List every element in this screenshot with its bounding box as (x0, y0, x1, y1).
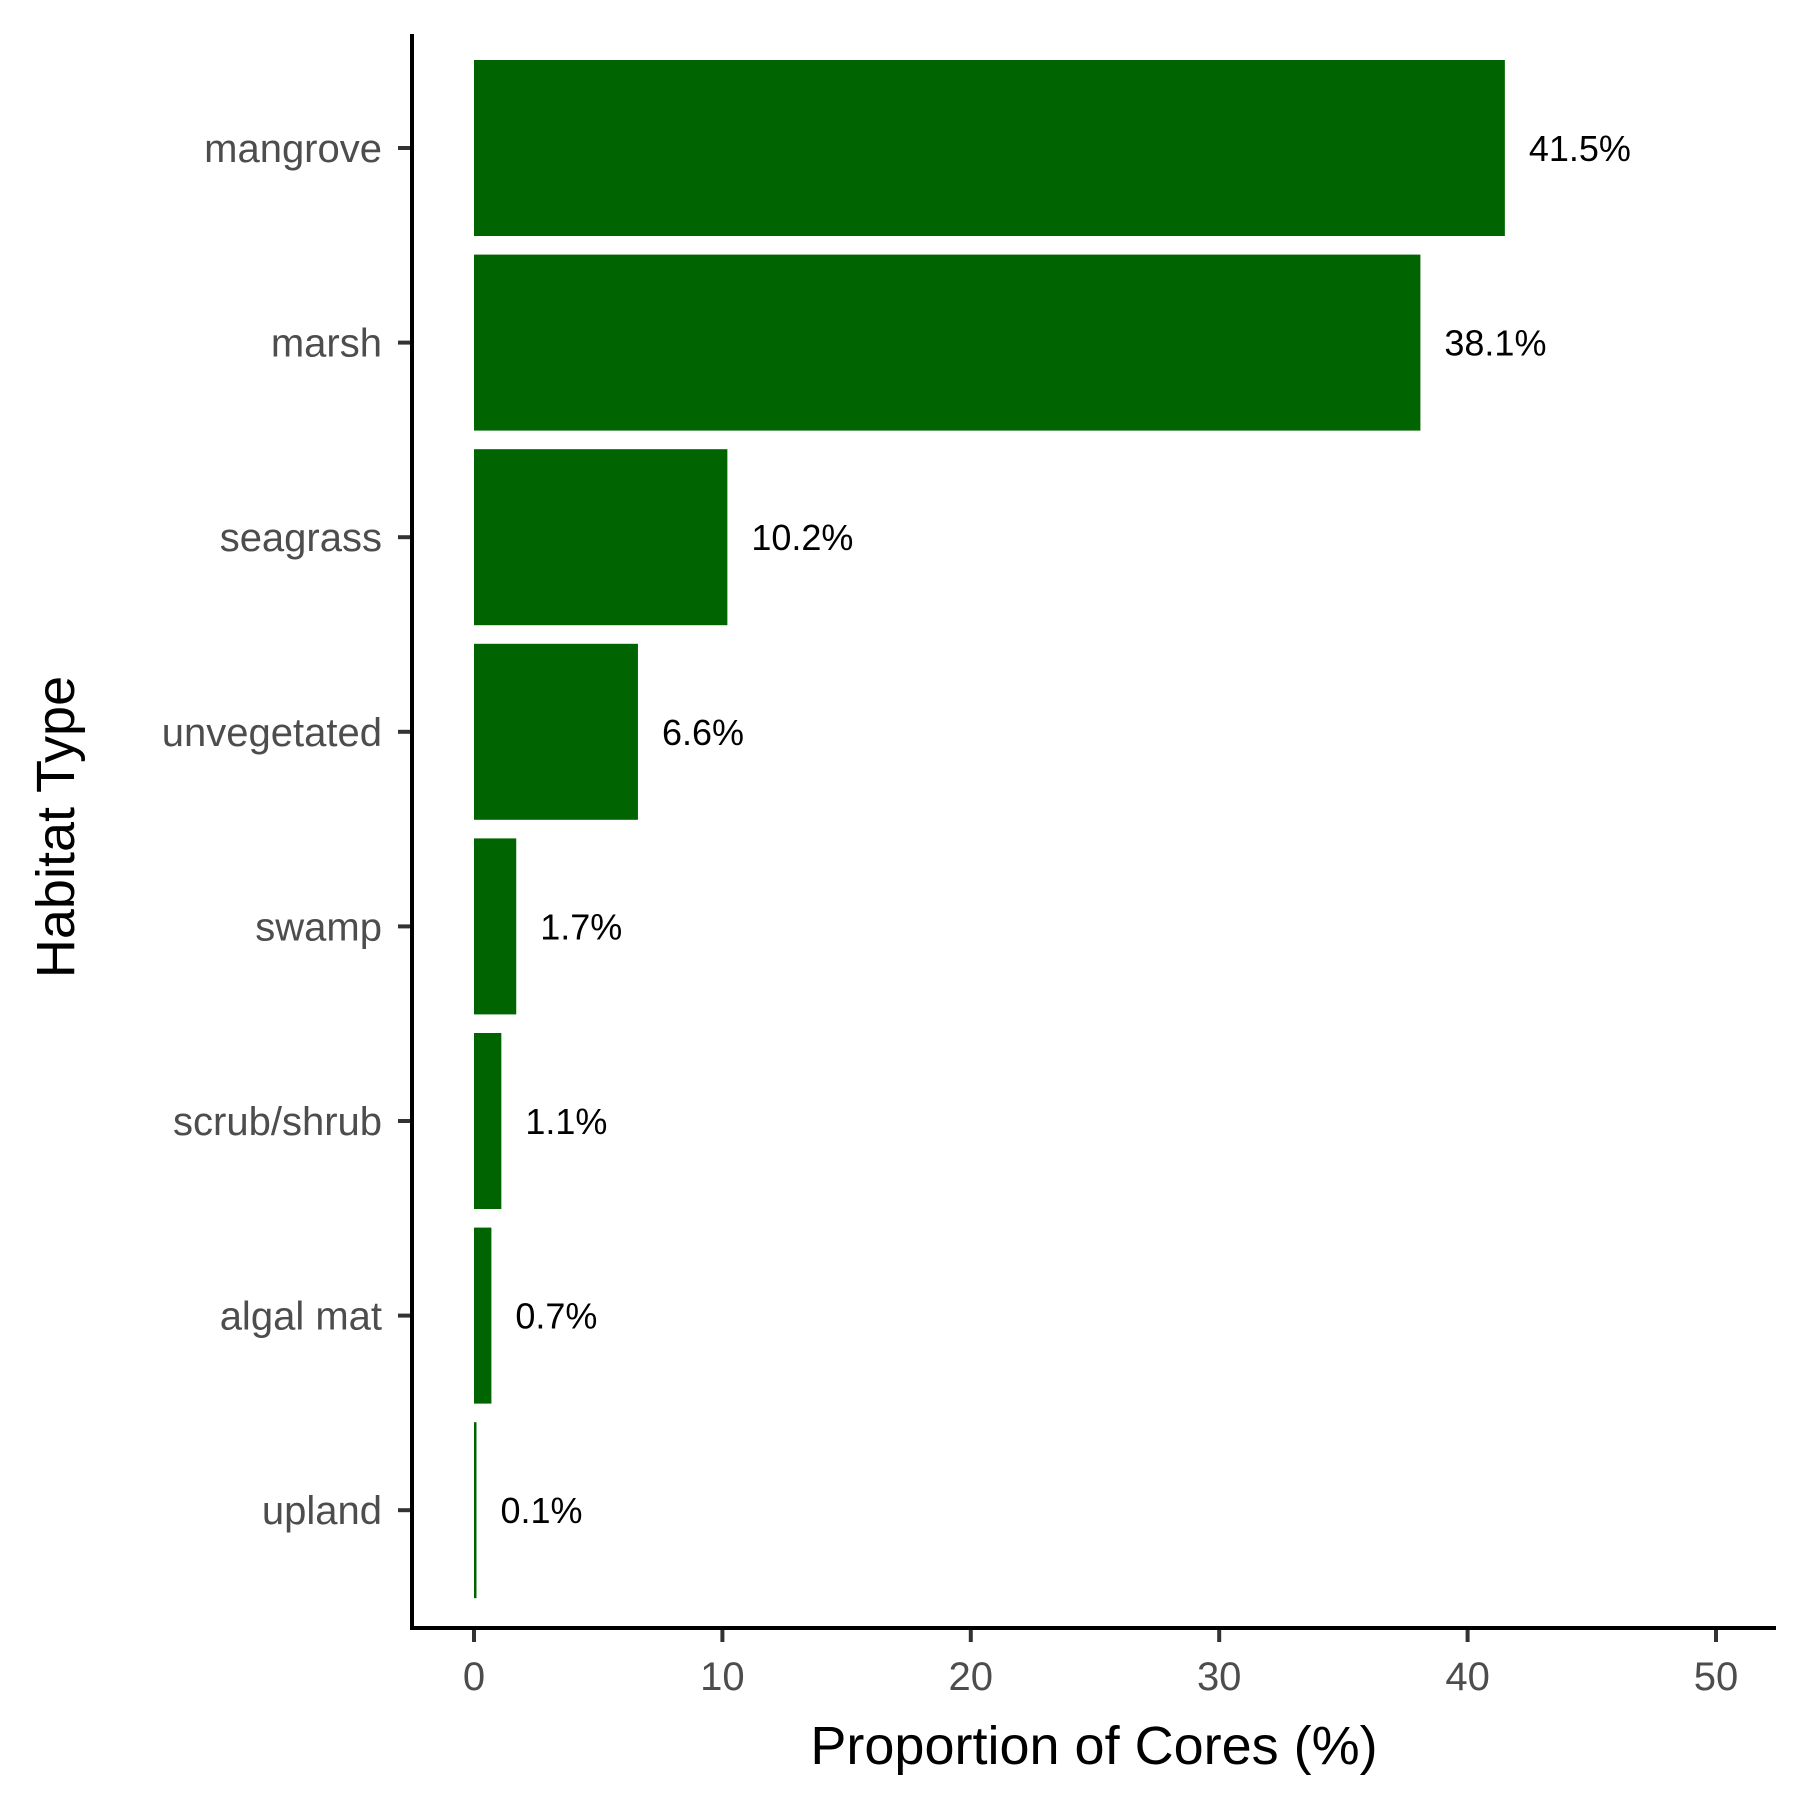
data-label: 41.5% (1529, 128, 1631, 169)
bar-upland (474, 1422, 477, 1599)
x-tick-label: 20 (949, 1655, 994, 1699)
bars-layer (474, 60, 1505, 1599)
data-labels-layer: 41.5% 38.1% 10.2% 6.6% 1.7% 1.1% 0.7% 0.1% (500, 128, 1630, 1531)
bar-mangrove (474, 60, 1505, 236)
x-tick-label: 30 (1197, 1655, 1242, 1699)
bar-seagrass (474, 449, 728, 626)
y-tick-label: scrub/shrub (173, 1100, 382, 1144)
bar-swamp (474, 838, 517, 1015)
y-tick-label: seagrass (220, 516, 382, 560)
x-axis-ticks: 0 10 20 30 40 50 (463, 1628, 1738, 1699)
y-tick-label: unvegetated (162, 711, 382, 755)
x-tick-label: 0 (463, 1655, 485, 1699)
y-axis-ticks: mangrove marsh seagrass unvegetated swamp scr… (162, 127, 412, 1533)
data-label: 38.1% (1444, 323, 1546, 364)
y-tick-label: upland (262, 1489, 382, 1533)
x-tick-label: 50 (1694, 1655, 1739, 1699)
y-tick-label: mangrove (204, 127, 382, 171)
x-axis-title: Proportion of Cores (%) (810, 1716, 1377, 1776)
data-label: 1.1% (525, 1101, 607, 1142)
y-tick-label: algal mat (220, 1295, 382, 1339)
y-axis-title: Habitat Type (26, 676, 86, 978)
data-label: 1.7% (540, 906, 622, 947)
data-label: 0.1% (500, 1490, 582, 1531)
bar-marsh (474, 254, 1421, 431)
y-tick-label: marsh (271, 322, 382, 366)
data-label: 6.6% (662, 712, 744, 753)
bar-unvegetated (474, 643, 638, 820)
data-label: 0.7% (515, 1296, 597, 1337)
x-tick-label: 10 (700, 1655, 745, 1699)
x-tick-label: 40 (1445, 1655, 1490, 1699)
bar-algal-mat (474, 1227, 492, 1404)
y-tick-label: swamp (255, 905, 382, 949)
bar-scrub-shrub (474, 1033, 502, 1209)
data-label: 10.2% (751, 517, 853, 558)
